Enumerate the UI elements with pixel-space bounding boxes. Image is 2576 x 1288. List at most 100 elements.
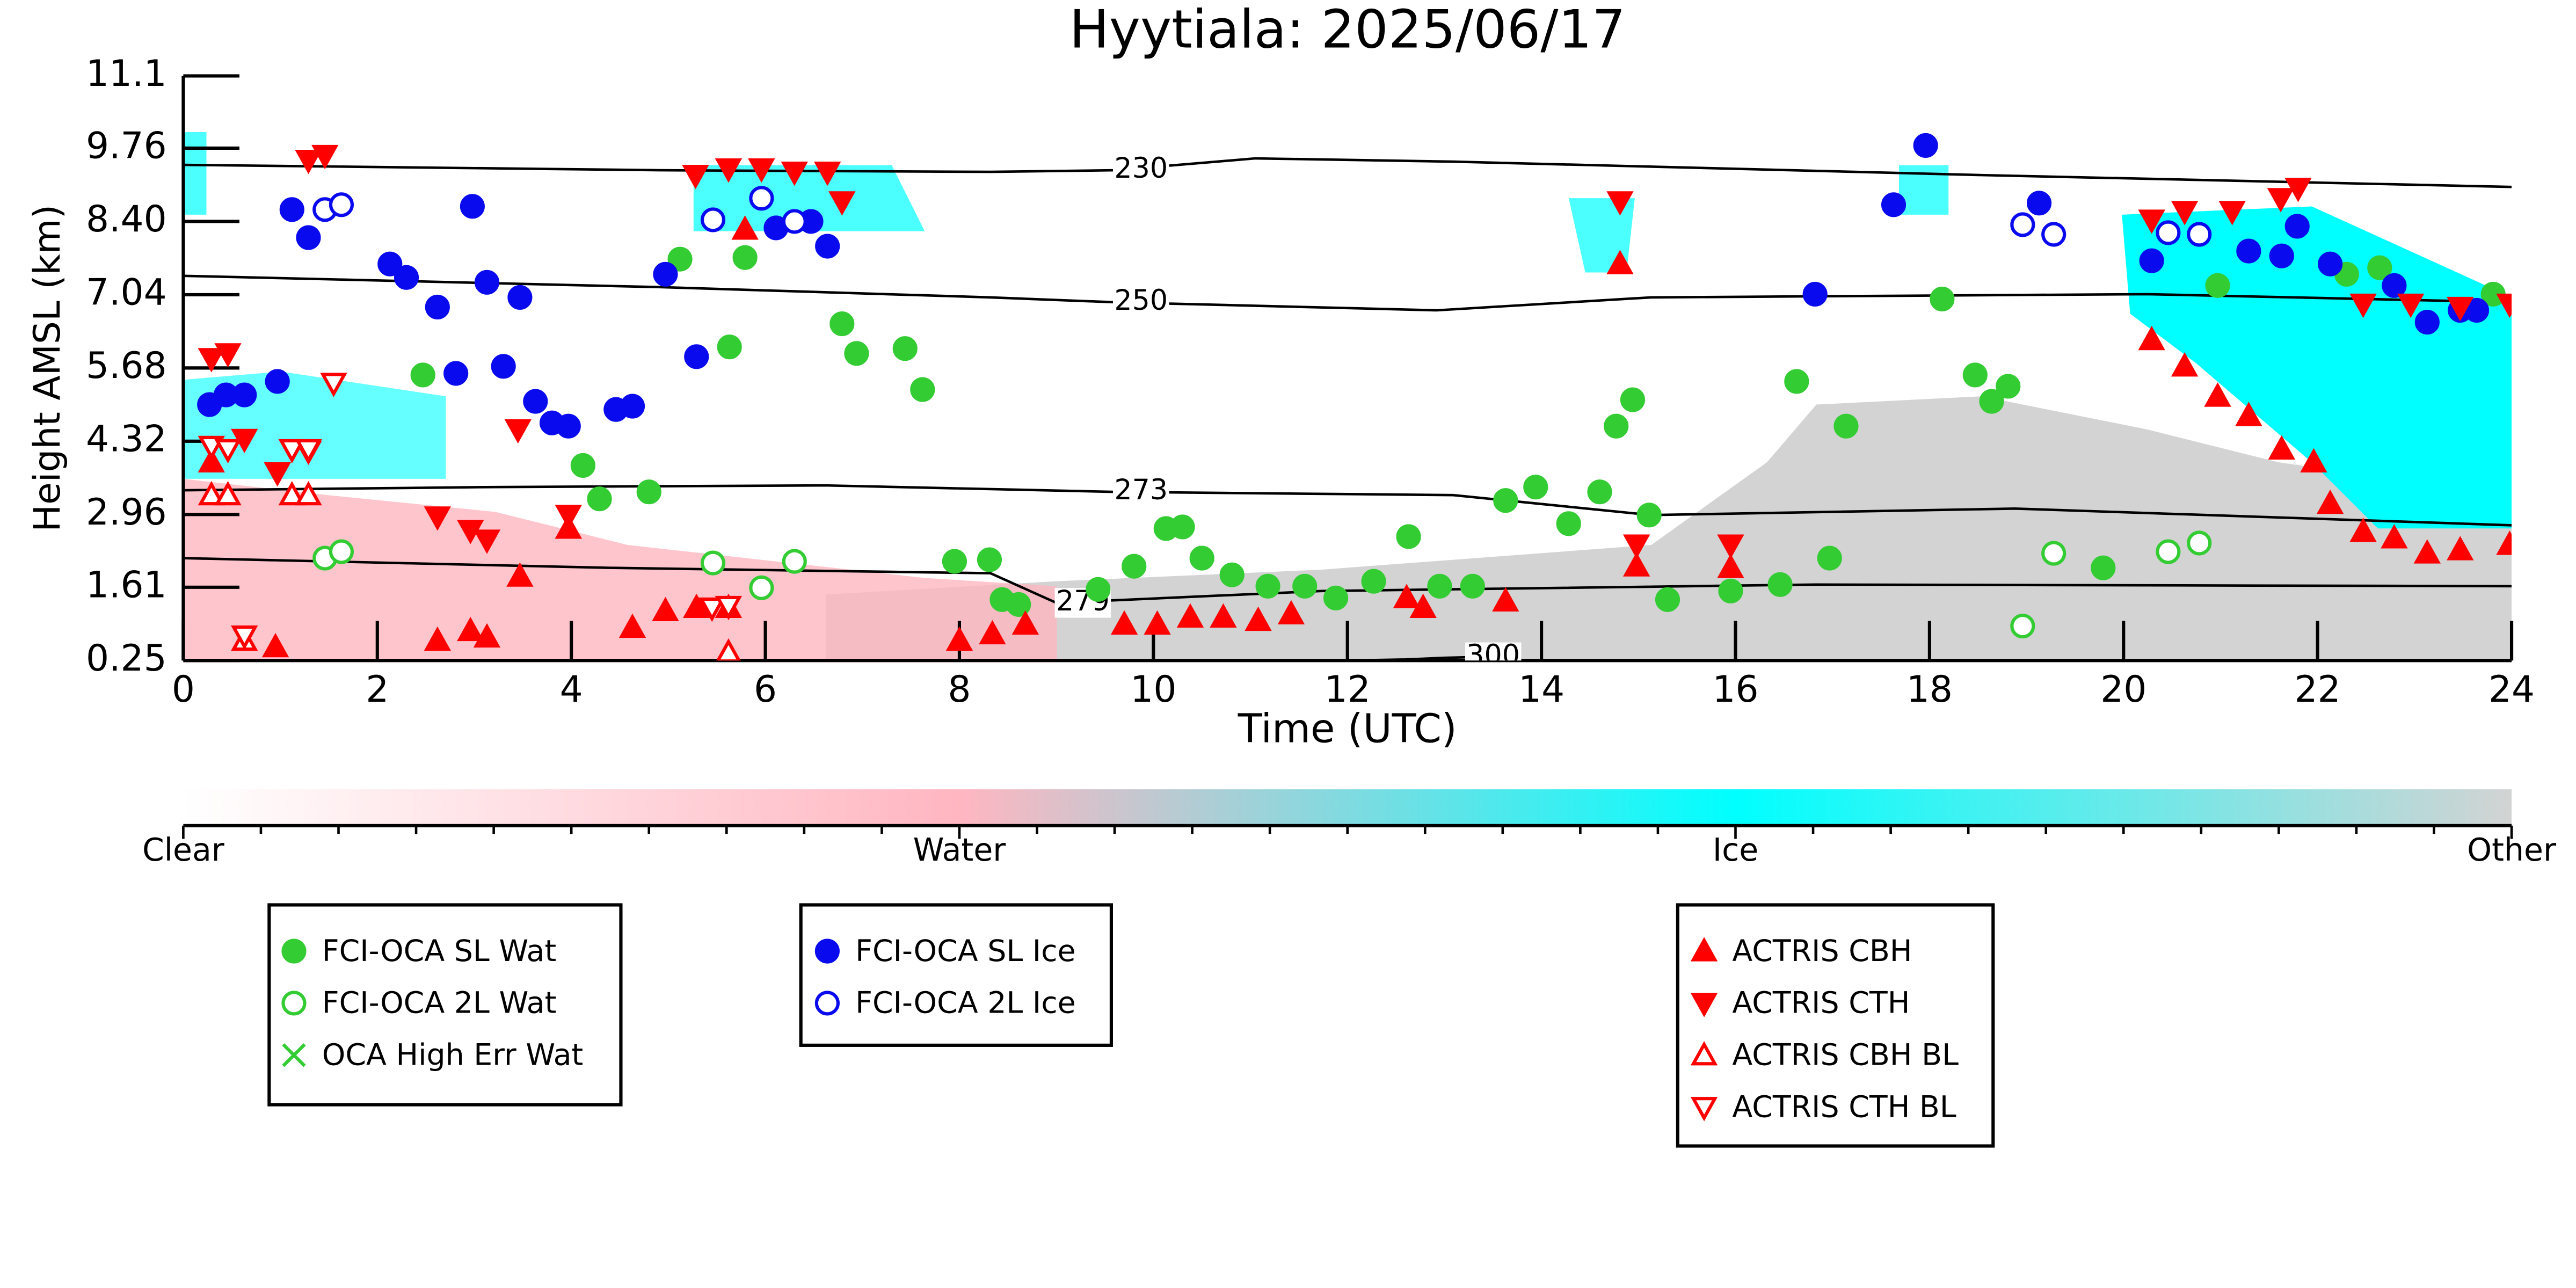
marker	[2367, 255, 2392, 280]
x-tick-label: 4	[560, 668, 583, 710]
marker	[1620, 387, 1646, 412]
marker	[1690, 1097, 1718, 1122]
marker	[782, 549, 807, 574]
marker	[2171, 201, 2199, 225]
marker	[1396, 524, 1421, 549]
marker	[1996, 374, 2021, 399]
marker	[2171, 352, 2199, 377]
marker	[653, 261, 678, 287]
marker	[716, 638, 741, 661]
marker	[813, 162, 841, 186]
colorbar-label: Clear	[142, 832, 225, 868]
x-tick-label: 22	[2295, 668, 2341, 710]
marker	[198, 448, 225, 473]
marker	[264, 462, 291, 487]
marker	[829, 311, 855, 337]
marker	[2041, 541, 2066, 566]
marker	[2205, 273, 2230, 298]
marker	[684, 344, 709, 369]
marker	[1690, 1041, 1718, 1066]
marker	[1255, 573, 1280, 599]
marker	[506, 562, 534, 587]
marker	[278, 439, 305, 464]
marker	[1690, 993, 1718, 1017]
marker	[457, 616, 484, 642]
marker	[2316, 489, 2344, 514]
marker	[198, 481, 225, 506]
chart-title: Hyytiala: 2025/06/17	[1069, 0, 1626, 60]
marker	[2218, 201, 2246, 225]
marker	[460, 194, 485, 219]
marker	[1606, 191, 1634, 216]
marker	[1622, 552, 1650, 577]
marker	[1802, 281, 1828, 307]
marker	[1219, 562, 1245, 587]
marker	[2041, 222, 2066, 247]
x-tick-label: 2	[366, 668, 389, 710]
marker	[570, 453, 595, 478]
marker	[620, 394, 645, 419]
marker	[618, 613, 646, 638]
marker	[214, 481, 242, 506]
ice-area	[1898, 165, 1949, 215]
marker	[282, 1043, 306, 1067]
marker	[1604, 413, 1629, 439]
marker	[2204, 382, 2231, 407]
marker	[329, 192, 354, 217]
marker	[844, 341, 869, 366]
marker	[828, 191, 856, 216]
x-tick-label: 20	[2100, 668, 2146, 710]
other-area	[825, 396, 2512, 661]
marker	[1323, 585, 1349, 610]
marker	[2268, 435, 2296, 460]
marker	[424, 626, 452, 651]
contour-label: 230	[1114, 152, 1168, 185]
marker	[715, 158, 743, 183]
marker	[320, 373, 347, 397]
marker	[474, 270, 500, 295]
colorbar-label: Water	[913, 832, 1007, 868]
marker	[231, 625, 258, 650]
marker	[942, 549, 967, 574]
marker	[1393, 584, 1421, 608]
ice-area	[693, 165, 925, 231]
marker	[1176, 603, 1204, 628]
marker	[214, 343, 242, 368]
marker	[2284, 214, 2310, 239]
x-tick-label: 16	[1712, 668, 1758, 710]
x-tick-label: 14	[1518, 668, 1564, 710]
colorbar-label: Other	[2467, 832, 2557, 868]
marker	[1622, 534, 1650, 559]
y-tick-label: 4.32	[86, 417, 167, 460]
marker	[473, 623, 501, 648]
marker	[473, 529, 501, 554]
marker	[1784, 369, 1809, 394]
marker	[2027, 191, 2052, 216]
x-tick-label: 12	[1325, 668, 1371, 710]
contour-label: 273	[1114, 474, 1168, 506]
marker	[1493, 488, 1518, 513]
marker	[1361, 569, 1386, 594]
x-axis-label: Time (UTC)	[1238, 706, 1457, 752]
marker	[2413, 539, 2441, 564]
y-tick-label: 2.96	[86, 491, 167, 533]
contour-label-bg	[1465, 642, 1522, 661]
marker	[814, 991, 840, 1016]
marker	[295, 439, 322, 464]
contour-line	[183, 157, 2512, 188]
y-tick-label: 11.1	[86, 52, 167, 94]
legend-label: ACTRIS CBH	[1732, 934, 1912, 969]
ice-area	[183, 132, 207, 215]
marker	[2381, 524, 2408, 549]
marker	[265, 369, 290, 394]
marker	[1718, 578, 1743, 603]
marker	[2236, 238, 2261, 264]
marker	[2496, 530, 2512, 555]
marker	[1587, 479, 1612, 505]
marker	[2397, 293, 2425, 318]
marker	[1833, 413, 1859, 439]
marker	[2156, 539, 2181, 564]
legend-label: FCI-OCA SL Wat	[322, 934, 556, 969]
legend-label: FCI-OCA SL Ice	[855, 934, 1075, 969]
marker	[377, 251, 403, 276]
